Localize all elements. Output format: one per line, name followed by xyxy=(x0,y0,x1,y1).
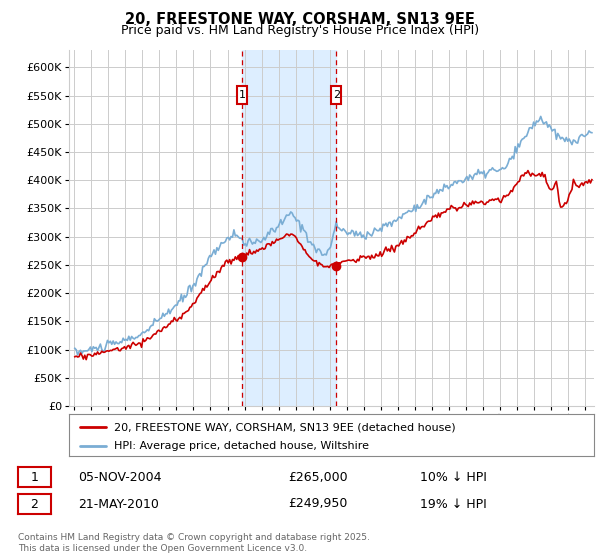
Bar xyxy=(242,50,336,406)
FancyBboxPatch shape xyxy=(331,86,341,104)
Text: 2: 2 xyxy=(333,90,340,100)
Text: 1: 1 xyxy=(239,90,245,100)
Text: 10% ↓ HPI: 10% ↓ HPI xyxy=(420,470,487,484)
Text: £249,950: £249,950 xyxy=(288,497,347,511)
FancyBboxPatch shape xyxy=(237,86,247,104)
Text: 1: 1 xyxy=(31,470,38,484)
Text: 05-NOV-2004: 05-NOV-2004 xyxy=(78,470,161,484)
Text: 2: 2 xyxy=(31,497,38,511)
Text: 20, FREESTONE WAY, CORSHAM, SN13 9EE: 20, FREESTONE WAY, CORSHAM, SN13 9EE xyxy=(125,12,475,27)
Text: Price paid vs. HM Land Registry's House Price Index (HPI): Price paid vs. HM Land Registry's House … xyxy=(121,24,479,36)
Text: £265,000: £265,000 xyxy=(288,470,347,484)
Text: 19% ↓ HPI: 19% ↓ HPI xyxy=(420,497,487,511)
Text: Contains HM Land Registry data © Crown copyright and database right 2025.
This d: Contains HM Land Registry data © Crown c… xyxy=(18,533,370,553)
Text: HPI: Average price, detached house, Wiltshire: HPI: Average price, detached house, Wilt… xyxy=(113,441,368,451)
Text: 21-MAY-2010: 21-MAY-2010 xyxy=(78,497,159,511)
Text: 20, FREESTONE WAY, CORSHAM, SN13 9EE (detached house): 20, FREESTONE WAY, CORSHAM, SN13 9EE (de… xyxy=(113,422,455,432)
